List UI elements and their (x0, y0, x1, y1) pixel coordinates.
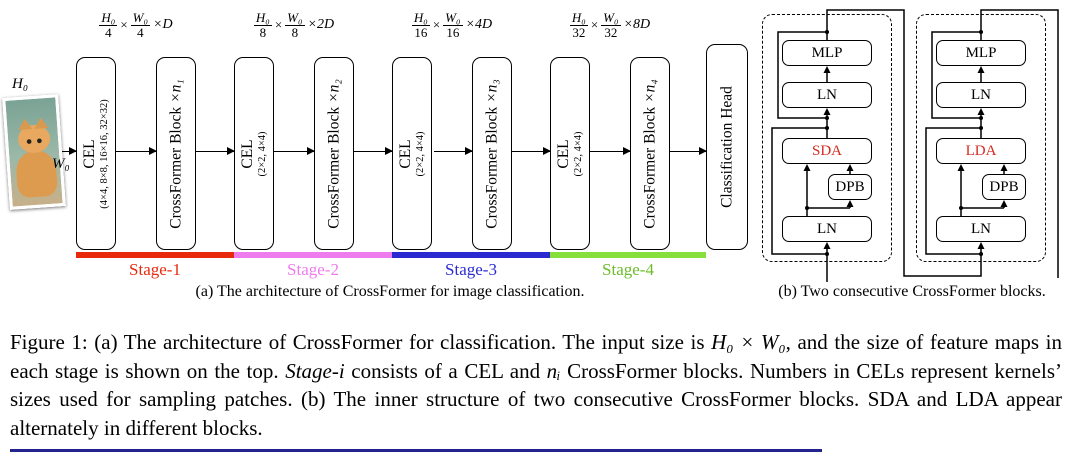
fraction: H₀ 8 (253, 9, 272, 40)
crossformer-block-stage3: CrossFormer Block ×n₃ (472, 57, 512, 250)
ln-box: LN (936, 82, 1026, 108)
block-kernels: (2×2, 4×4) (573, 130, 585, 177)
fraction: H₀ 4 (99, 9, 118, 40)
channel-dim: ×2D (307, 17, 335, 32)
cel-block-stage1: CEL (4×4, 8×8, 16×16, 32×32) (76, 57, 116, 250)
panel-a-architecture: H₀ 4 × W₀ 4 ×D H₀ 8 × W₀ 8 ×2D H₀ 16 × W₀ 16 ×… (0, 0, 752, 305)
figure-caption: Figure 1: (a) The architecture of CrossF… (10, 328, 1062, 442)
flow-arrow (62, 147, 77, 156)
caption-text: CrossFormer blocks. Numbers in CELs repr… (10, 358, 1062, 440)
cat-head-shape (17, 123, 52, 155)
dpb-box: DPB (828, 174, 872, 200)
stage-4-label: Stage-4 (602, 260, 654, 279)
crossformer-block-stage4: CrossFormer Block ×n₄ (630, 57, 670, 250)
block-label: CEL (554, 138, 572, 169)
stage-1-bar (76, 252, 234, 258)
feature-map-size-stage1: H₀ 4 × W₀ 4 ×D (56, 6, 216, 44)
channel-dim: ×D (153, 17, 173, 32)
sda-box: SDA (782, 138, 872, 164)
times-sign: × (274, 17, 283, 32)
block-label: CEL (238, 138, 256, 169)
block-multiplier: ×n₃ (483, 78, 501, 103)
stage-2-bar (234, 252, 392, 258)
feature-map-size-stage2: H₀ 8 × W₀ 8 ×2D (214, 6, 374, 44)
feature-map-size-stage4: H₀ 32 × W₀ 32 ×8D (530, 6, 690, 44)
panel-a-caption: (a) The architecture of CrossFormer for … (195, 283, 585, 300)
channel-dim: ×8D (623, 17, 651, 32)
block-label: CrossFormer Block (641, 106, 659, 229)
block-connections-svg (771, 9, 1059, 282)
flow-arrow (116, 147, 157, 156)
panel-b-caption: (b) Two consecutive CrossFormer blocks. (778, 283, 1046, 300)
flow-arrow (196, 147, 235, 156)
mlp-box: MLP (936, 40, 1026, 66)
times-sign: × (120, 17, 128, 32)
cel-block-stage2: CEL (2×2, 4×4) (234, 57, 274, 250)
block-kernels: (4×4, 8×8, 16×16, 32×32) (99, 98, 111, 209)
fraction: H₀ 16 (411, 9, 430, 40)
input-width-label: W₀ (52, 156, 70, 172)
last-line-underline (10, 449, 822, 452)
flow-arrow (590, 147, 631, 156)
fraction: W₀ 32 (601, 9, 621, 40)
cel-block-stage4: CEL (2×2, 4×4) (550, 57, 590, 250)
crossformer-block-stage1: CrossFormer Block ×n₁ (156, 57, 196, 250)
caption-math: Stage-i (285, 358, 345, 383)
flow-arrow (434, 147, 473, 156)
feature-map-size-stage3: H₀ 16 × W₀ 16 ×4D (372, 6, 532, 44)
block-multiplier: ×n₄ (641, 78, 659, 103)
block-kernels: (2×2, 4×4) (415, 130, 427, 177)
cel-block-stage3: CEL (2×2, 4×4) (392, 57, 432, 250)
block-label: CrossFormer Block (325, 106, 343, 229)
caption-math: H₀ × W₀ (711, 330, 786, 354)
lda-box: LDA (936, 138, 1026, 164)
dpb-box: DPB (982, 174, 1026, 200)
panel-b-blocks: MLP LN SDA DPB LN MLP LN LDA DPB LN (752, 8, 1072, 282)
crossformer-block-stage2: CrossFormer Block ×n₂ (314, 57, 354, 250)
caption-text: consists of a CEL and (344, 358, 547, 383)
times-sign: × (590, 17, 599, 32)
caption-text: Figure 1: (a) The architecture of CrossF… (10, 330, 712, 354)
fraction: W₀ 16 (443, 9, 463, 40)
input-image-cat (2, 94, 66, 210)
block-kernels: (2×2, 4×4) (257, 130, 269, 177)
fraction: W₀ 4 (130, 9, 151, 40)
fraction: W₀ 8 (285, 9, 305, 40)
classification-head-block: Classification Head (706, 44, 748, 250)
block-label: CEL (80, 138, 98, 169)
caption-math: nᵢ (546, 358, 561, 383)
block-label: CrossFormer Block (483, 106, 501, 229)
block-label: CrossFormer Block (167, 106, 185, 229)
times-sign: × (432, 17, 441, 32)
mlp-box: MLP (782, 40, 872, 66)
block-multiplier: ×n₁ (167, 78, 185, 103)
channel-dim: ×4D (465, 17, 493, 32)
flow-arrow (512, 147, 551, 156)
block-label: CEL (396, 138, 414, 169)
block-multiplier: ×n₂ (325, 78, 343, 103)
input-height-label: H₀ (12, 76, 29, 92)
flow-arrow (274, 147, 315, 156)
stage-1-label: Stage-1 (129, 260, 181, 279)
caption-text: , and the size of feature maps in each s… (10, 330, 1062, 383)
stage-4-bar (550, 252, 706, 258)
stage-2-label: Stage-2 (287, 260, 339, 279)
flow-arrow (354, 147, 393, 156)
fraction: H₀ 32 (569, 9, 588, 40)
ln-box: LN (936, 216, 1026, 242)
ln-box: LN (782, 82, 872, 108)
ln-box: LN (782, 216, 872, 242)
flow-arrow (670, 147, 707, 156)
stage-3-bar (392, 252, 550, 258)
block-label: Classification Head (718, 86, 736, 208)
stage-3-label: Stage-3 (445, 260, 497, 279)
